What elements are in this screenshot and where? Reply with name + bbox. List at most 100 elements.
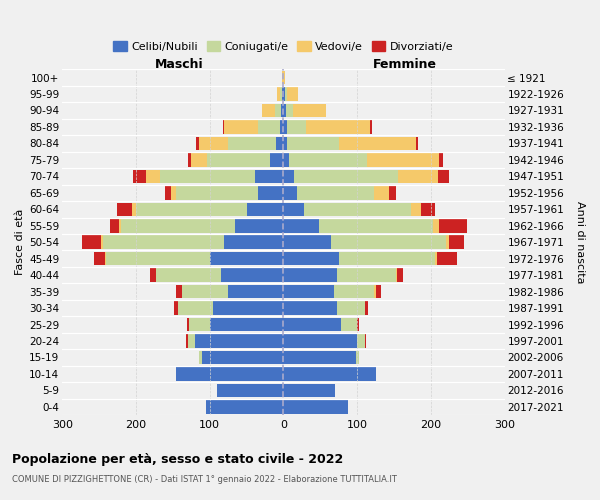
Bar bbox=[283, 219, 319, 232]
Bar bbox=[370, 120, 372, 134]
Bar bbox=[283, 268, 337, 282]
Bar bbox=[411, 202, 421, 216]
Bar bbox=[283, 302, 337, 315]
Bar bbox=[376, 285, 382, 298]
Bar bbox=[286, 104, 293, 117]
Bar bbox=[150, 268, 156, 282]
Bar bbox=[118, 202, 132, 216]
Bar bbox=[191, 153, 208, 166]
Bar bbox=[283, 384, 335, 397]
Bar bbox=[282, 71, 283, 85]
Bar bbox=[188, 334, 195, 348]
Bar bbox=[182, 285, 228, 298]
Bar bbox=[257, 120, 280, 134]
Bar bbox=[146, 170, 160, 183]
Bar bbox=[199, 350, 202, 364]
Bar bbox=[283, 120, 287, 134]
Bar bbox=[305, 120, 370, 134]
Bar bbox=[296, 186, 374, 200]
Bar bbox=[339, 136, 416, 150]
Bar bbox=[304, 202, 411, 216]
Bar bbox=[275, 104, 281, 117]
Bar bbox=[434, 252, 437, 266]
Bar bbox=[341, 318, 357, 332]
Bar bbox=[257, 186, 283, 200]
Bar bbox=[133, 170, 146, 183]
Bar bbox=[421, 202, 434, 216]
Bar bbox=[283, 367, 376, 380]
Bar bbox=[206, 400, 283, 413]
Bar bbox=[295, 170, 398, 183]
Bar bbox=[289, 153, 367, 166]
Bar bbox=[187, 318, 189, 332]
Bar bbox=[398, 170, 438, 183]
Bar bbox=[209, 252, 283, 266]
Bar bbox=[357, 318, 359, 332]
Bar bbox=[433, 219, 439, 232]
Bar bbox=[356, 350, 359, 364]
Bar bbox=[121, 219, 235, 232]
Bar bbox=[439, 153, 443, 166]
Bar bbox=[285, 87, 287, 101]
Bar bbox=[280, 87, 282, 101]
Bar bbox=[287, 120, 305, 134]
Bar bbox=[446, 236, 449, 249]
Bar bbox=[283, 236, 331, 249]
Bar bbox=[438, 170, 449, 183]
Bar bbox=[319, 219, 433, 232]
Bar bbox=[178, 302, 214, 315]
Bar bbox=[437, 252, 457, 266]
Bar bbox=[270, 153, 283, 166]
Bar bbox=[186, 334, 188, 348]
Y-axis label: Fasce di età: Fasce di età bbox=[15, 209, 25, 276]
Bar bbox=[256, 170, 283, 183]
Bar bbox=[374, 186, 389, 200]
Bar bbox=[136, 202, 247, 216]
Legend: Celibi/Nubili, Coniugati/e, Vedovi/e, Divorziati/e: Celibi/Nubili, Coniugati/e, Vedovi/e, Di… bbox=[109, 37, 458, 56]
Bar bbox=[224, 236, 283, 249]
Bar bbox=[283, 170, 295, 183]
Bar bbox=[280, 120, 283, 134]
Bar bbox=[176, 186, 257, 200]
Bar bbox=[202, 350, 283, 364]
Bar bbox=[374, 285, 376, 298]
Bar bbox=[223, 120, 224, 134]
Bar bbox=[287, 87, 298, 101]
Bar bbox=[103, 236, 224, 249]
Bar bbox=[283, 285, 334, 298]
Bar bbox=[196, 136, 199, 150]
Bar bbox=[132, 202, 136, 216]
Bar bbox=[283, 400, 349, 413]
Bar bbox=[337, 268, 395, 282]
Bar bbox=[287, 136, 339, 150]
Bar bbox=[209, 318, 283, 332]
Bar bbox=[94, 252, 105, 266]
Bar bbox=[82, 236, 101, 249]
Bar bbox=[339, 252, 434, 266]
Bar bbox=[367, 153, 439, 166]
Bar bbox=[214, 302, 283, 315]
Bar bbox=[195, 334, 283, 348]
Bar bbox=[283, 186, 296, 200]
Bar bbox=[439, 219, 467, 232]
Bar bbox=[228, 285, 283, 298]
Bar bbox=[176, 367, 283, 380]
Bar bbox=[160, 170, 256, 183]
Bar bbox=[174, 302, 178, 315]
Bar bbox=[281, 104, 283, 117]
Bar bbox=[283, 350, 356, 364]
Bar bbox=[357, 334, 365, 348]
Bar bbox=[188, 153, 191, 166]
Bar bbox=[176, 285, 182, 298]
Bar bbox=[101, 236, 103, 249]
Bar bbox=[283, 104, 286, 117]
Bar bbox=[221, 268, 283, 282]
Bar bbox=[449, 236, 464, 249]
Bar bbox=[331, 236, 446, 249]
Bar bbox=[365, 302, 368, 315]
Bar bbox=[247, 202, 283, 216]
Bar bbox=[397, 268, 403, 282]
Bar bbox=[172, 186, 176, 200]
Bar bbox=[277, 87, 280, 101]
Text: Maschi: Maschi bbox=[155, 58, 204, 71]
